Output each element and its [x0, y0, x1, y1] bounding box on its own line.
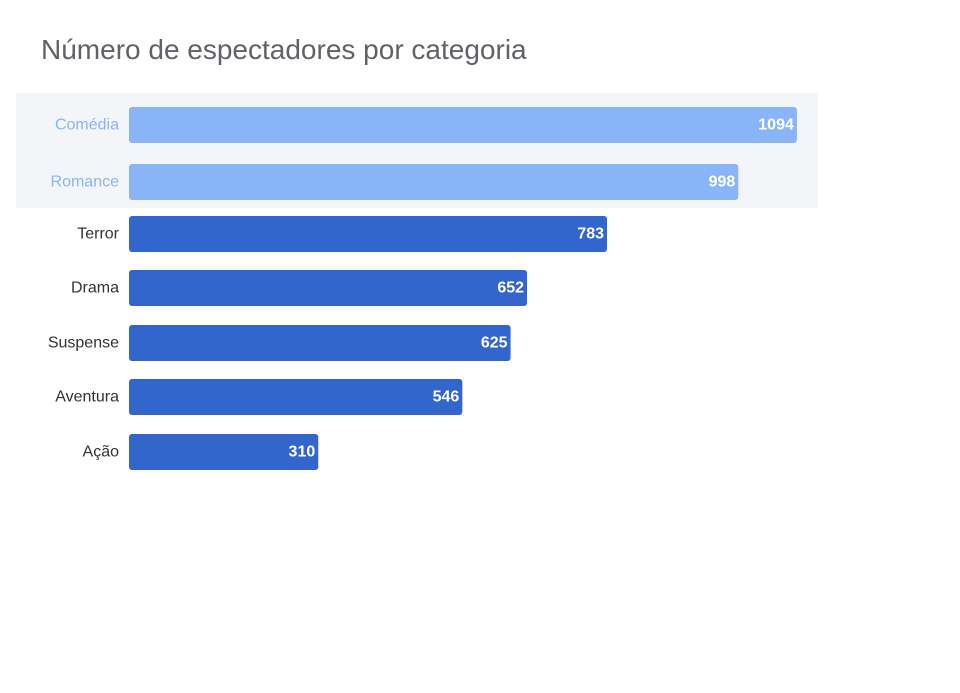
value-label-5: 546 — [433, 389, 460, 406]
value-label-3: 652 — [497, 280, 524, 297]
bar-4[interactable] — [129, 325, 511, 361]
category-label-2: Terror — [77, 226, 119, 243]
category-label-5: Aventura — [55, 389, 119, 406]
value-label-6: 310 — [289, 444, 316, 461]
category-label-1: Romance — [51, 174, 120, 191]
value-label-1: 998 — [709, 174, 736, 191]
bar-2[interactable] — [129, 216, 608, 252]
category-label-4: Suspense — [48, 335, 119, 352]
bar-6[interactable] — [129, 434, 319, 470]
bar-3[interactable] — [129, 270, 528, 306]
bar-0[interactable] — [129, 107, 797, 143]
value-label-4: 625 — [481, 335, 508, 352]
chart-title: Número de espectadores por categoria — [41, 34, 527, 65]
value-label-2: 783 — [577, 226, 604, 243]
category-label-3: Drama — [71, 280, 119, 297]
bar-5[interactable] — [129, 379, 463, 415]
category-label-6: Ação — [83, 444, 120, 461]
category-label-0: Comédia — [55, 117, 119, 134]
bar-1[interactable] — [129, 164, 739, 200]
value-label-0: 1094 — [758, 117, 794, 134]
